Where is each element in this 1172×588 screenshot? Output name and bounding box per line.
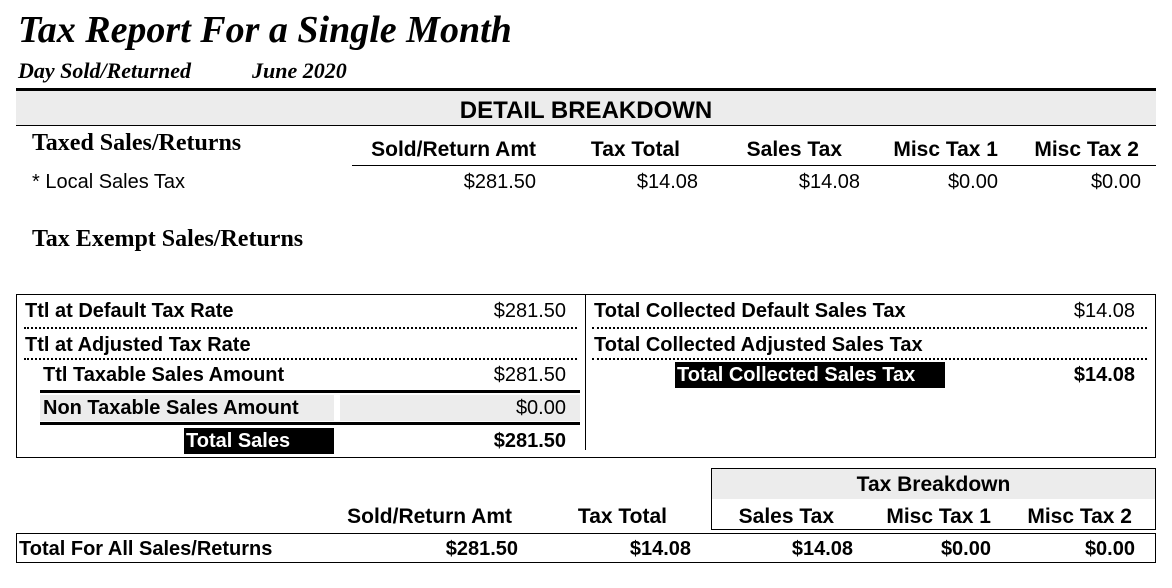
column-header-sold-return-amt: Sold/Return Amt xyxy=(371,138,536,161)
column-header-rule xyxy=(352,165,1156,166)
total-column-header-tax-total: Tax Total xyxy=(577,505,667,528)
report-title: Tax Report For a Single Month xyxy=(18,9,512,51)
total-sales-value: $281.50 xyxy=(493,430,566,452)
column-header-sales-tax: Sales Tax xyxy=(746,138,842,161)
taxable-sales-value: $281.50 xyxy=(493,364,566,386)
total-misc-tax-2: $0.00 xyxy=(1084,538,1135,560)
collected-adjusted-label: Total Collected Adjusted Sales Tax xyxy=(594,334,923,356)
thick-rule xyxy=(40,390,580,393)
total-tax-total: $14.08 xyxy=(629,538,691,560)
adjusted-rate-label: Ttl at Adjusted Tax Rate xyxy=(25,334,251,356)
nontaxable-value-shade xyxy=(340,395,580,421)
total-sold-return-amt: $281.50 xyxy=(445,538,518,560)
summary-divider xyxy=(585,294,586,450)
local-tax-total: $14.08 xyxy=(636,171,698,193)
tax-breakdown-heading: Tax Breakdown xyxy=(712,469,1155,499)
tax-breakdown-box xyxy=(711,468,1156,530)
dotted-separator xyxy=(24,358,577,360)
collected-default-label: Total Collected Default Sales Tax xyxy=(594,300,906,322)
local-sales-tax: $14.08 xyxy=(798,171,860,193)
dotted-separator xyxy=(592,327,1147,329)
total-sales-label: Total Sales xyxy=(184,428,334,454)
default-rate-value: $281.50 xyxy=(493,300,566,322)
total-column-header-sales-tax: Sales Tax xyxy=(738,505,834,528)
local-sold-return-amt: $281.50 xyxy=(463,171,536,193)
detail-breakdown-bar: DETAIL BREAKDOWN xyxy=(16,88,1156,126)
tax-exempt-heading: Tax Exempt Sales/Returns xyxy=(32,226,304,252)
local-misc-tax-2: $0.00 xyxy=(1090,171,1141,193)
total-column-header-misc-tax-1: Misc Tax 1 xyxy=(886,505,991,528)
totals-row xyxy=(16,533,1156,563)
nontaxable-sales-label: Non Taxable Sales Amount xyxy=(43,397,299,419)
column-header-misc-tax-1: Misc Tax 1 xyxy=(893,138,998,161)
local-misc-tax-1: $0.00 xyxy=(947,171,998,193)
collected-default-value: $14.08 xyxy=(1073,300,1135,322)
thick-rule xyxy=(40,422,580,425)
column-header-tax-total: Tax Total xyxy=(590,138,680,161)
period-label: Day Sold/Returned xyxy=(18,58,191,83)
nontaxable-label-shade xyxy=(40,395,334,421)
total-column-header-misc-tax-2: Misc Tax 2 xyxy=(1027,505,1132,528)
total-sales-tax: $14.08 xyxy=(791,538,853,560)
summary-box xyxy=(16,294,1156,458)
column-header-misc-tax-2: Misc Tax 2 xyxy=(1034,138,1139,161)
period-value: June 2020 xyxy=(252,58,347,83)
totals-row-label: Total For All Sales/Returns xyxy=(19,538,273,560)
collected-total-value: $14.08 xyxy=(1073,364,1135,386)
local-sales-tax-label: * Local Sales Tax xyxy=(32,171,186,193)
total-misc-tax-1: $0.00 xyxy=(940,538,991,560)
detail-breakdown-heading: DETAIL BREAKDOWN xyxy=(459,97,713,124)
dotted-separator xyxy=(592,358,1147,360)
nontaxable-sales-value: $0.00 xyxy=(515,397,566,419)
total-column-header-sold-return-amt: Sold/Return Amt xyxy=(347,505,512,528)
dotted-separator xyxy=(24,327,577,329)
default-rate-label: Ttl at Default Tax Rate xyxy=(25,300,234,322)
taxable-sales-label: Ttl Taxable Sales Amount xyxy=(43,364,285,386)
taxed-sales-heading: Taxed Sales/Returns xyxy=(32,130,242,156)
collected-total-label: Total Collected Sales Tax xyxy=(675,362,945,388)
